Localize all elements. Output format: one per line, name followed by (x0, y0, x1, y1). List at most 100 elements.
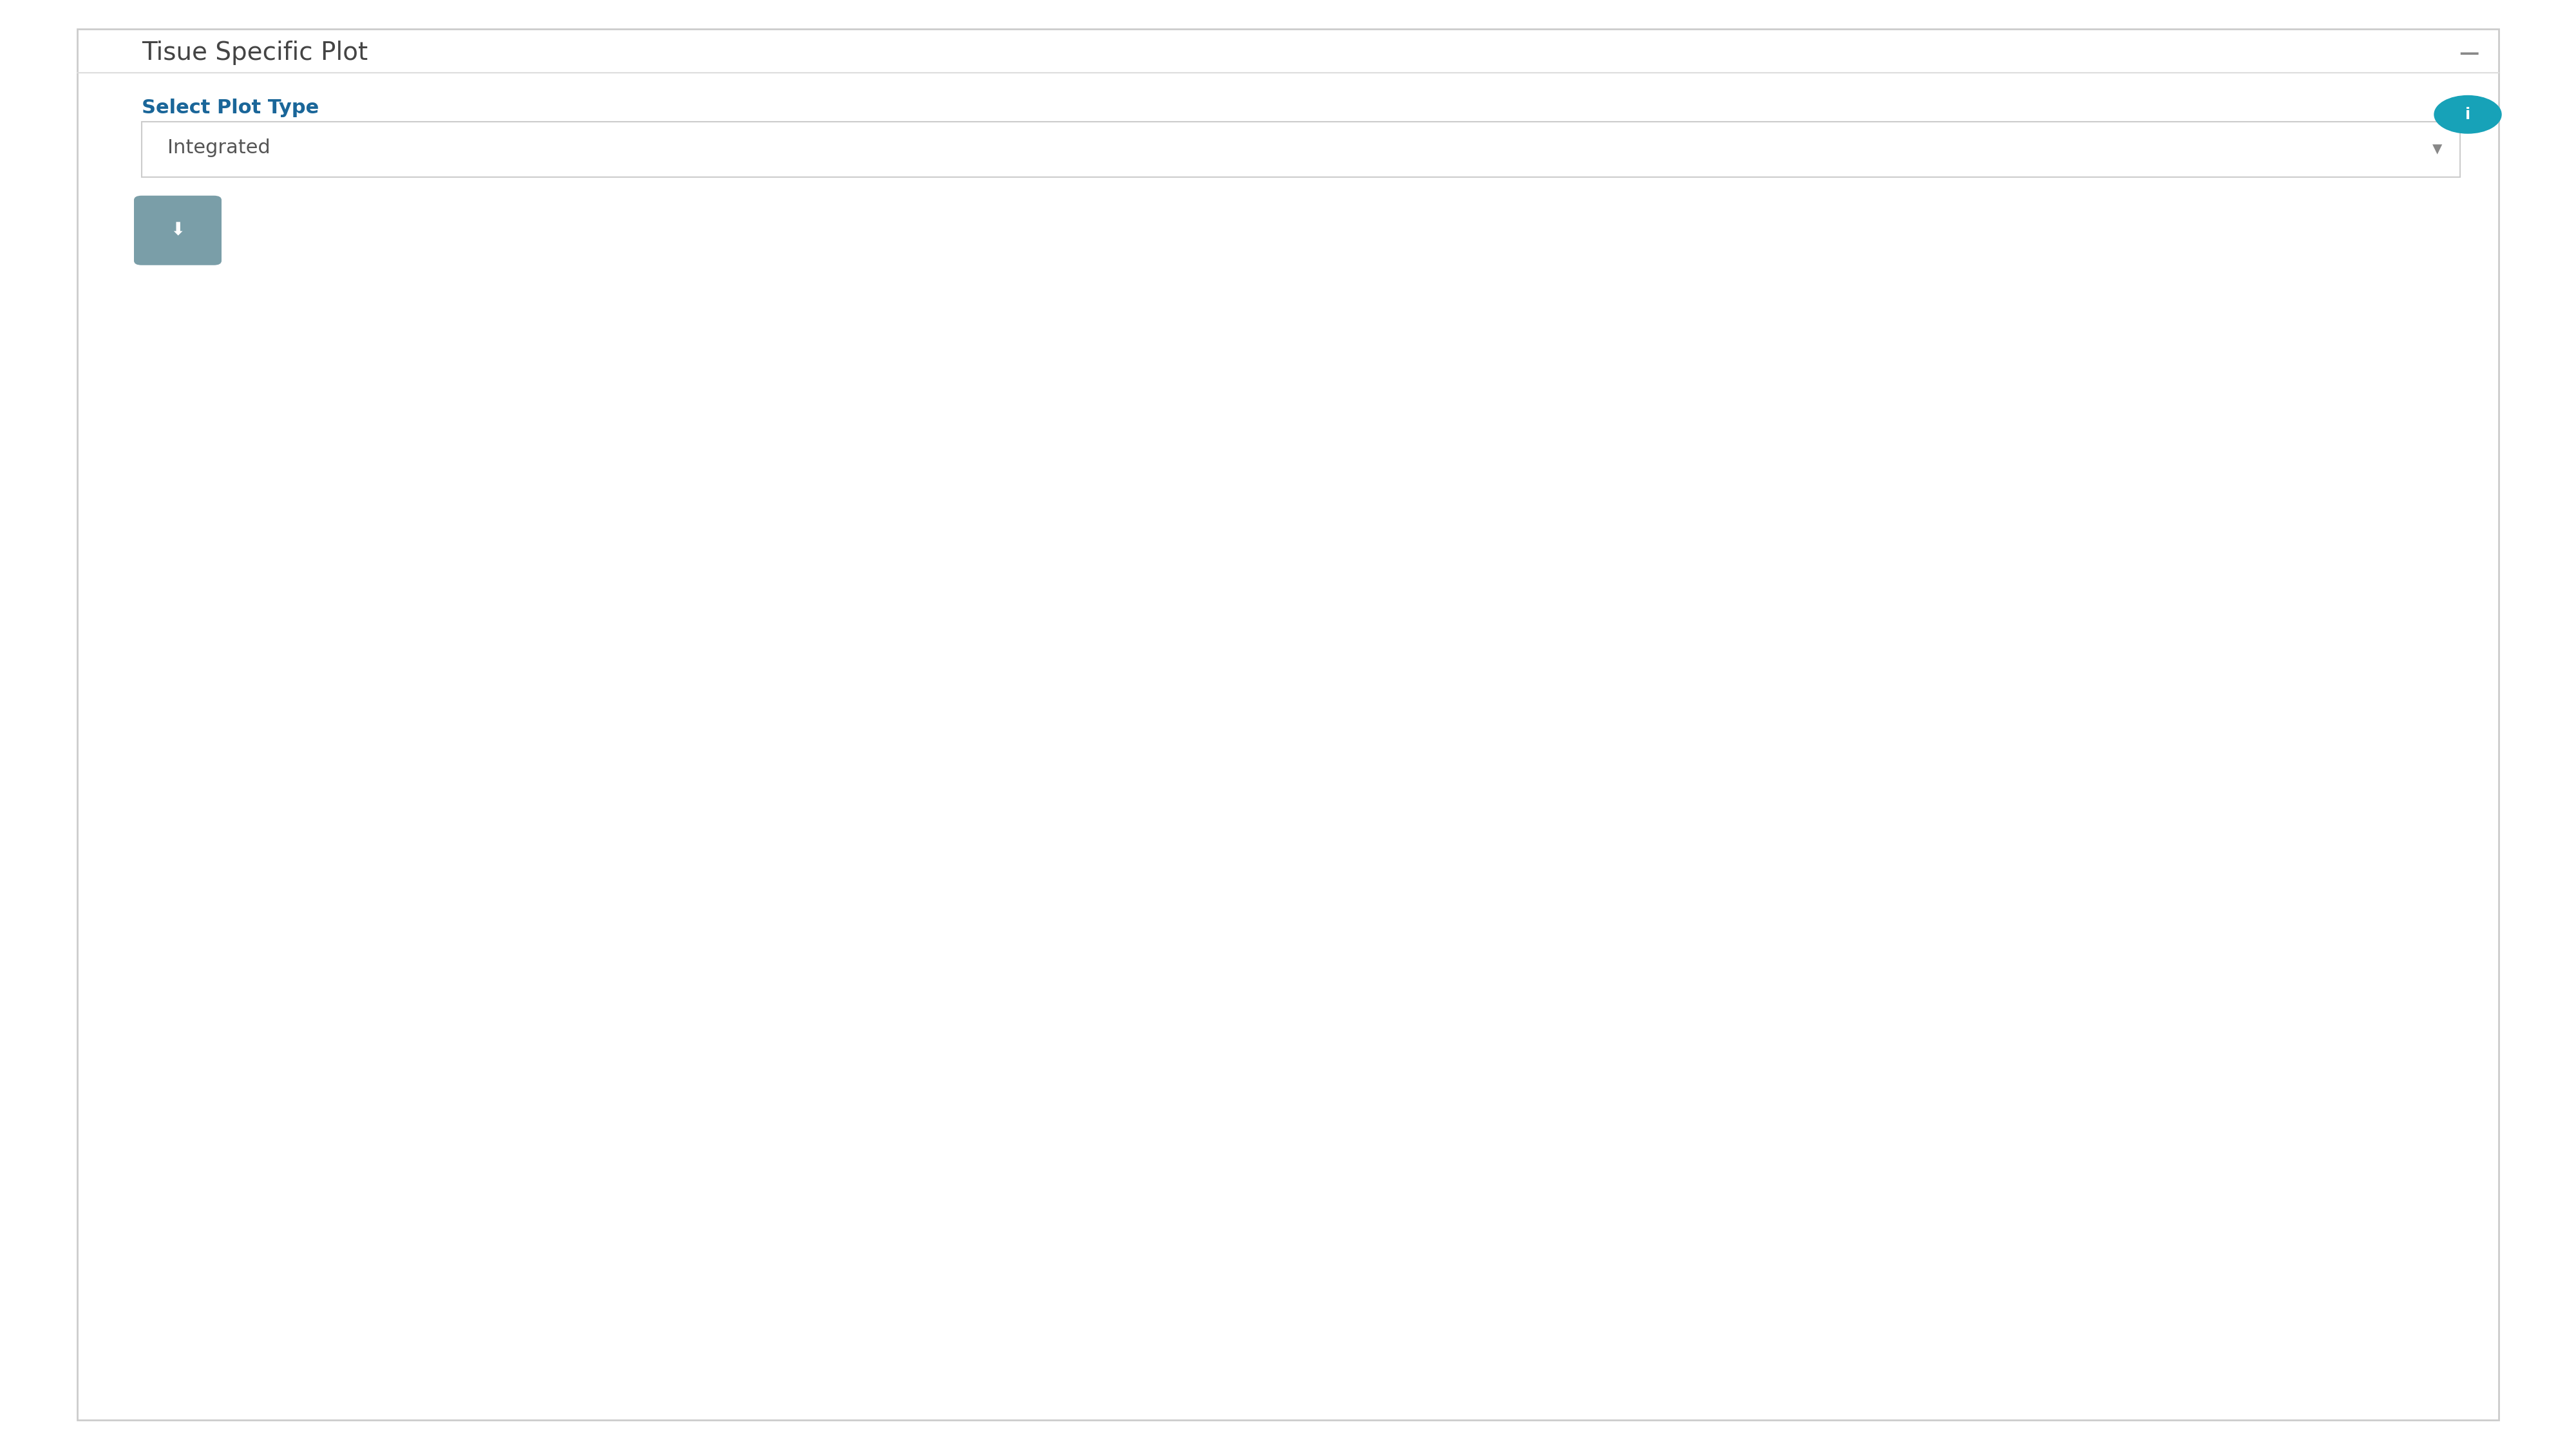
Point (621, 959, 662, 982)
Point (528, 978, 569, 1001)
Point (626, 916, 667, 939)
Point (652, 1042, 693, 1065)
Point (541, 1104, 582, 1127)
Point (626, 935, 667, 958)
Point (592, 1261, 634, 1284)
Y-axis label: EAF1 CRISPR Score: EAF1 CRISPR Score (258, 730, 278, 936)
Point (618, 558, 659, 581)
Point (523, 872, 564, 895)
Point (1404, 696, 1445, 719)
Point (1453, 665, 1494, 688)
Point (1425, 646, 1466, 669)
Point (1425, 620, 1466, 643)
Point (1425, 771, 1466, 794)
Point (1453, 665, 1494, 688)
Point (569, 790, 611, 813)
Point (556, 1010, 598, 1033)
Point (608, 1072, 649, 1095)
Point (507, 790, 549, 813)
Point (1566, 835, 1607, 858)
FancyBboxPatch shape (142, 122, 2460, 177)
Point (515, 620, 556, 643)
Point (670, 872, 711, 895)
Text: Tisue Specific Plot: Tisue Specific Plot (142, 41, 368, 65)
Point (644, 948, 685, 971)
Text: 1: 1 (605, 1323, 618, 1342)
Point (569, 978, 611, 1001)
Point (1553, 759, 1595, 782)
Point (670, 897, 711, 920)
Point (556, 1023, 598, 1046)
Point (626, 1136, 667, 1159)
Point (1489, 665, 1530, 688)
Point (567, 633, 608, 656)
Point (1404, 633, 1445, 656)
Point (549, 853, 590, 877)
Point (567, 759, 608, 782)
Text: −: − (2458, 41, 2481, 68)
Point (677, 646, 719, 669)
Point (1381, 727, 1422, 751)
Point (556, 520, 598, 543)
Point (1360, 477, 1401, 500)
Point (507, 507, 549, 530)
Point (1453, 601, 1494, 625)
Legend: Missense_Mutation, Nonsense_Mutation, Silent, Splice_Site, WT: Missense_Mutation, Nonsense_Mutation, Si… (1911, 635, 2164, 833)
Point (626, 1085, 667, 1108)
Point (634, 835, 675, 858)
Point (1425, 771, 1466, 794)
Point (1352, 582, 1394, 606)
Point (528, 959, 569, 982)
Point (1368, 809, 1409, 832)
Point (1327, 822, 1368, 845)
Point (1510, 558, 1551, 581)
Point (1479, 582, 1520, 606)
Point (554, 746, 595, 769)
Text: i: i (2465, 107, 2470, 122)
Text: ⬇: ⬇ (170, 222, 185, 239)
Point (1497, 709, 1538, 732)
Point (580, 935, 621, 958)
Point (556, 646, 598, 669)
Point (582, 853, 623, 877)
Point (621, 771, 662, 794)
Point (569, 582, 611, 606)
Point (639, 822, 680, 845)
Point (536, 809, 577, 832)
Point (631, 759, 672, 782)
Point (533, 916, 574, 939)
Point (515, 1061, 556, 1084)
Text: ▾: ▾ (2432, 141, 2442, 158)
Point (613, 835, 654, 858)
Point (634, 601, 675, 625)
Point (657, 477, 698, 500)
Text: 2: 2 (1461, 1323, 1473, 1342)
Point (1479, 790, 1520, 813)
Point (647, 897, 688, 920)
Bar (505, 658, 719, 971)
Point (1466, 684, 1507, 707)
Point (1394, 620, 1435, 643)
Point (1497, 696, 1538, 719)
Point (544, 1042, 585, 1065)
Point (1381, 571, 1422, 594)
Point (1394, 684, 1435, 707)
Point (541, 1123, 582, 1146)
FancyBboxPatch shape (77, 29, 2499, 1420)
Point (549, 1211, 590, 1235)
Point (613, 884, 654, 907)
FancyBboxPatch shape (134, 196, 222, 265)
Point (1522, 746, 1564, 769)
Point (1522, 582, 1564, 606)
Point (1530, 620, 1571, 643)
Point (1412, 646, 1453, 669)
Point (657, 1198, 698, 1222)
Point (567, 696, 608, 719)
Point (1352, 601, 1394, 625)
Point (549, 822, 590, 845)
Point (541, 727, 582, 751)
Point (644, 633, 685, 656)
Point (644, 790, 685, 813)
Point (515, 684, 556, 707)
Point (665, 853, 706, 877)
